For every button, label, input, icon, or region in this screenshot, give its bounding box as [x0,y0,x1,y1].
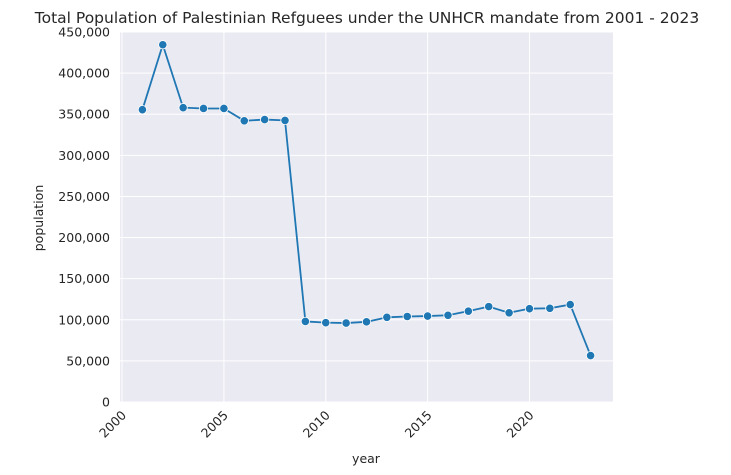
x-tick-label: 2010 [300,407,333,440]
y-tick-label: 0 [102,395,110,410]
data-point [382,312,392,322]
y-tick-label: 250,000 [58,189,110,204]
x-tick-label: 2020 [503,407,536,440]
data-point [484,302,494,312]
data-point [239,116,249,126]
data-point [219,103,229,114]
data-point [565,299,575,310]
data-point [178,103,188,113]
y-tick-label: 450,000 [58,25,110,40]
data-point [402,311,412,322]
data-point [137,105,148,115]
gridlines [120,31,613,403]
x-tick-labels: 2000 2005 2010 2015 2020 [96,407,537,440]
series-layer [137,40,596,361]
data-point [443,310,453,320]
data-point [545,303,555,313]
y-tick-label: 350,000 [58,107,110,122]
data-point [280,115,290,125]
data-point [361,317,372,327]
y-tick-label: 300,000 [58,148,110,163]
y-tick-labels: 0 50,000 100,000 150,000 200,000 250,000 300,0… [58,25,110,410]
y-tick-label: 200,000 [58,230,110,245]
data-point [198,103,209,114]
x-tick-label: 2005 [198,408,231,441]
chart-title: Total Population of Palestinian Refguees… [34,9,699,27]
data-point [260,114,270,125]
data-point [524,304,535,314]
x-tick-label: 2015 [402,408,435,441]
data-point [423,311,433,321]
y-tick-label: 400,000 [58,66,110,81]
data-point [463,306,473,316]
y-tick-label: 50,000 [66,353,110,368]
data-point [300,316,310,327]
data-point [158,40,168,50]
data-point [504,308,514,318]
data-point [585,350,596,361]
y-axis-label: population [31,185,46,252]
y-tick-label: 150,000 [58,271,110,286]
data-point [341,318,351,328]
data-point [321,318,331,328]
x-axis-label: year [352,451,381,466]
x-tick-label: 2000 [96,407,129,440]
y-tick-label: 100,000 [58,312,110,327]
plot-background [120,32,613,402]
